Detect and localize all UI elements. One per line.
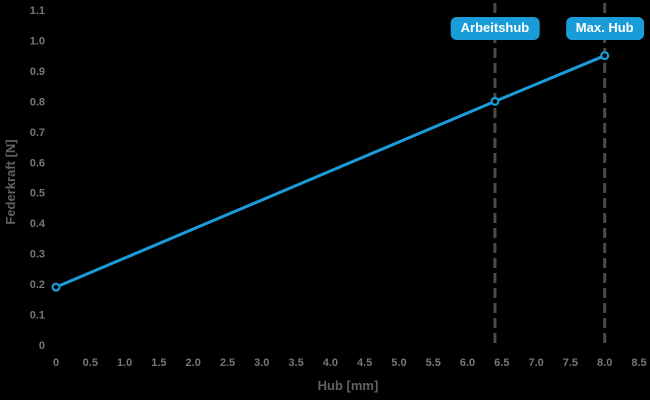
- x-tick-label: 7.0: [528, 357, 543, 369]
- y-tick-label: 0: [39, 340, 45, 352]
- data-point-marker: [600, 51, 610, 61]
- y-tick-label: 1.0: [30, 35, 45, 47]
- y-tick-label: 0.8: [30, 96, 45, 108]
- x-tick-label: 8.0: [597, 357, 612, 369]
- y-tick-label: 1.1: [30, 5, 45, 17]
- plot-layer: 0 0.5 1.0 1.5 2.0 2.5 3.0 3.5 4.0 4.5 5.0 5.5 6.0 6.5…: [30, 3, 647, 369]
- y-tick-label: 0.7: [30, 127, 45, 139]
- x-tick-label: 7.5: [563, 357, 578, 369]
- y-tick-label: 0.3: [30, 249, 45, 261]
- y-tick-label: 0.5: [30, 188, 45, 200]
- data-point-marker: [490, 96, 500, 106]
- badge-max-hub: Max. Hub: [565, 17, 644, 40]
- badge-arbeitshub: Arbeitshub: [450, 17, 540, 40]
- x-tick-label: 6.5: [494, 357, 509, 369]
- y-axis-label: Federkraft [N]: [3, 139, 18, 224]
- data-line: [55, 54, 606, 289]
- y-tick-label: 0.6: [30, 157, 45, 169]
- x-tick-label: 0: [53, 357, 59, 369]
- x-tick-label: 5.0: [391, 357, 406, 369]
- y-tick-label: 0.1: [30, 310, 45, 322]
- x-tick-label: 4.5: [357, 357, 372, 369]
- y-tick-label: 0.9: [30, 66, 45, 78]
- x-tick-label: 2.5: [220, 357, 235, 369]
- x-tick-label: 3.0: [254, 357, 269, 369]
- x-tick-label: 1.0: [117, 357, 132, 369]
- x-tick-label: 2.0: [186, 357, 201, 369]
- x-tick-label: 8.5: [631, 357, 646, 369]
- x-tick-label: 5.5: [426, 357, 441, 369]
- x-tick-label: 4.0: [323, 357, 338, 369]
- y-tick-label: 0.4: [30, 218, 46, 230]
- x-axis-label: Hub [mm]: [318, 378, 379, 393]
- x-tick-label: 1.5: [151, 357, 166, 369]
- y-tick-label: 0.2: [30, 279, 45, 291]
- x-tick-label: 0.5: [83, 357, 98, 369]
- x-tick-label: 6.0: [460, 357, 475, 369]
- data-point-marker: [51, 282, 61, 292]
- x-tick-label: 3.5: [288, 357, 303, 369]
